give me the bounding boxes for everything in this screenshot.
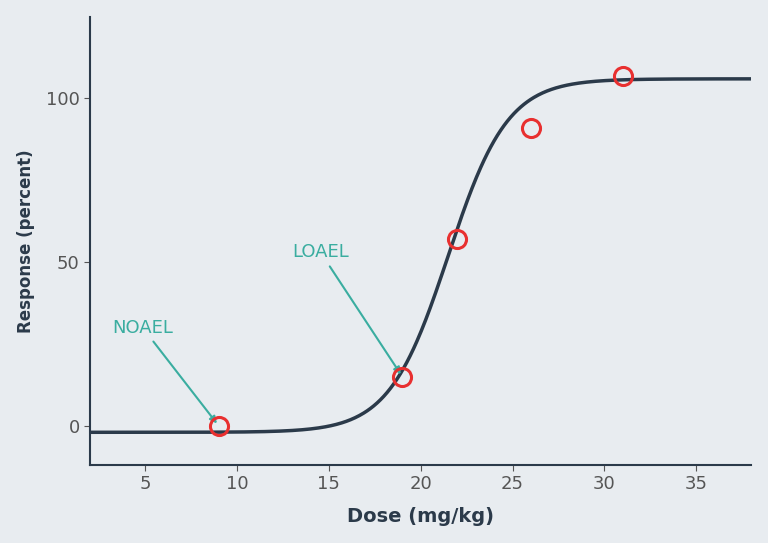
X-axis label: Dose (mg/kg): Dose (mg/kg) — [347, 507, 494, 526]
Text: NOAEL: NOAEL — [112, 319, 216, 422]
Text: LOAEL: LOAEL — [292, 243, 399, 372]
Y-axis label: Response (percent): Response (percent) — [17, 149, 35, 333]
